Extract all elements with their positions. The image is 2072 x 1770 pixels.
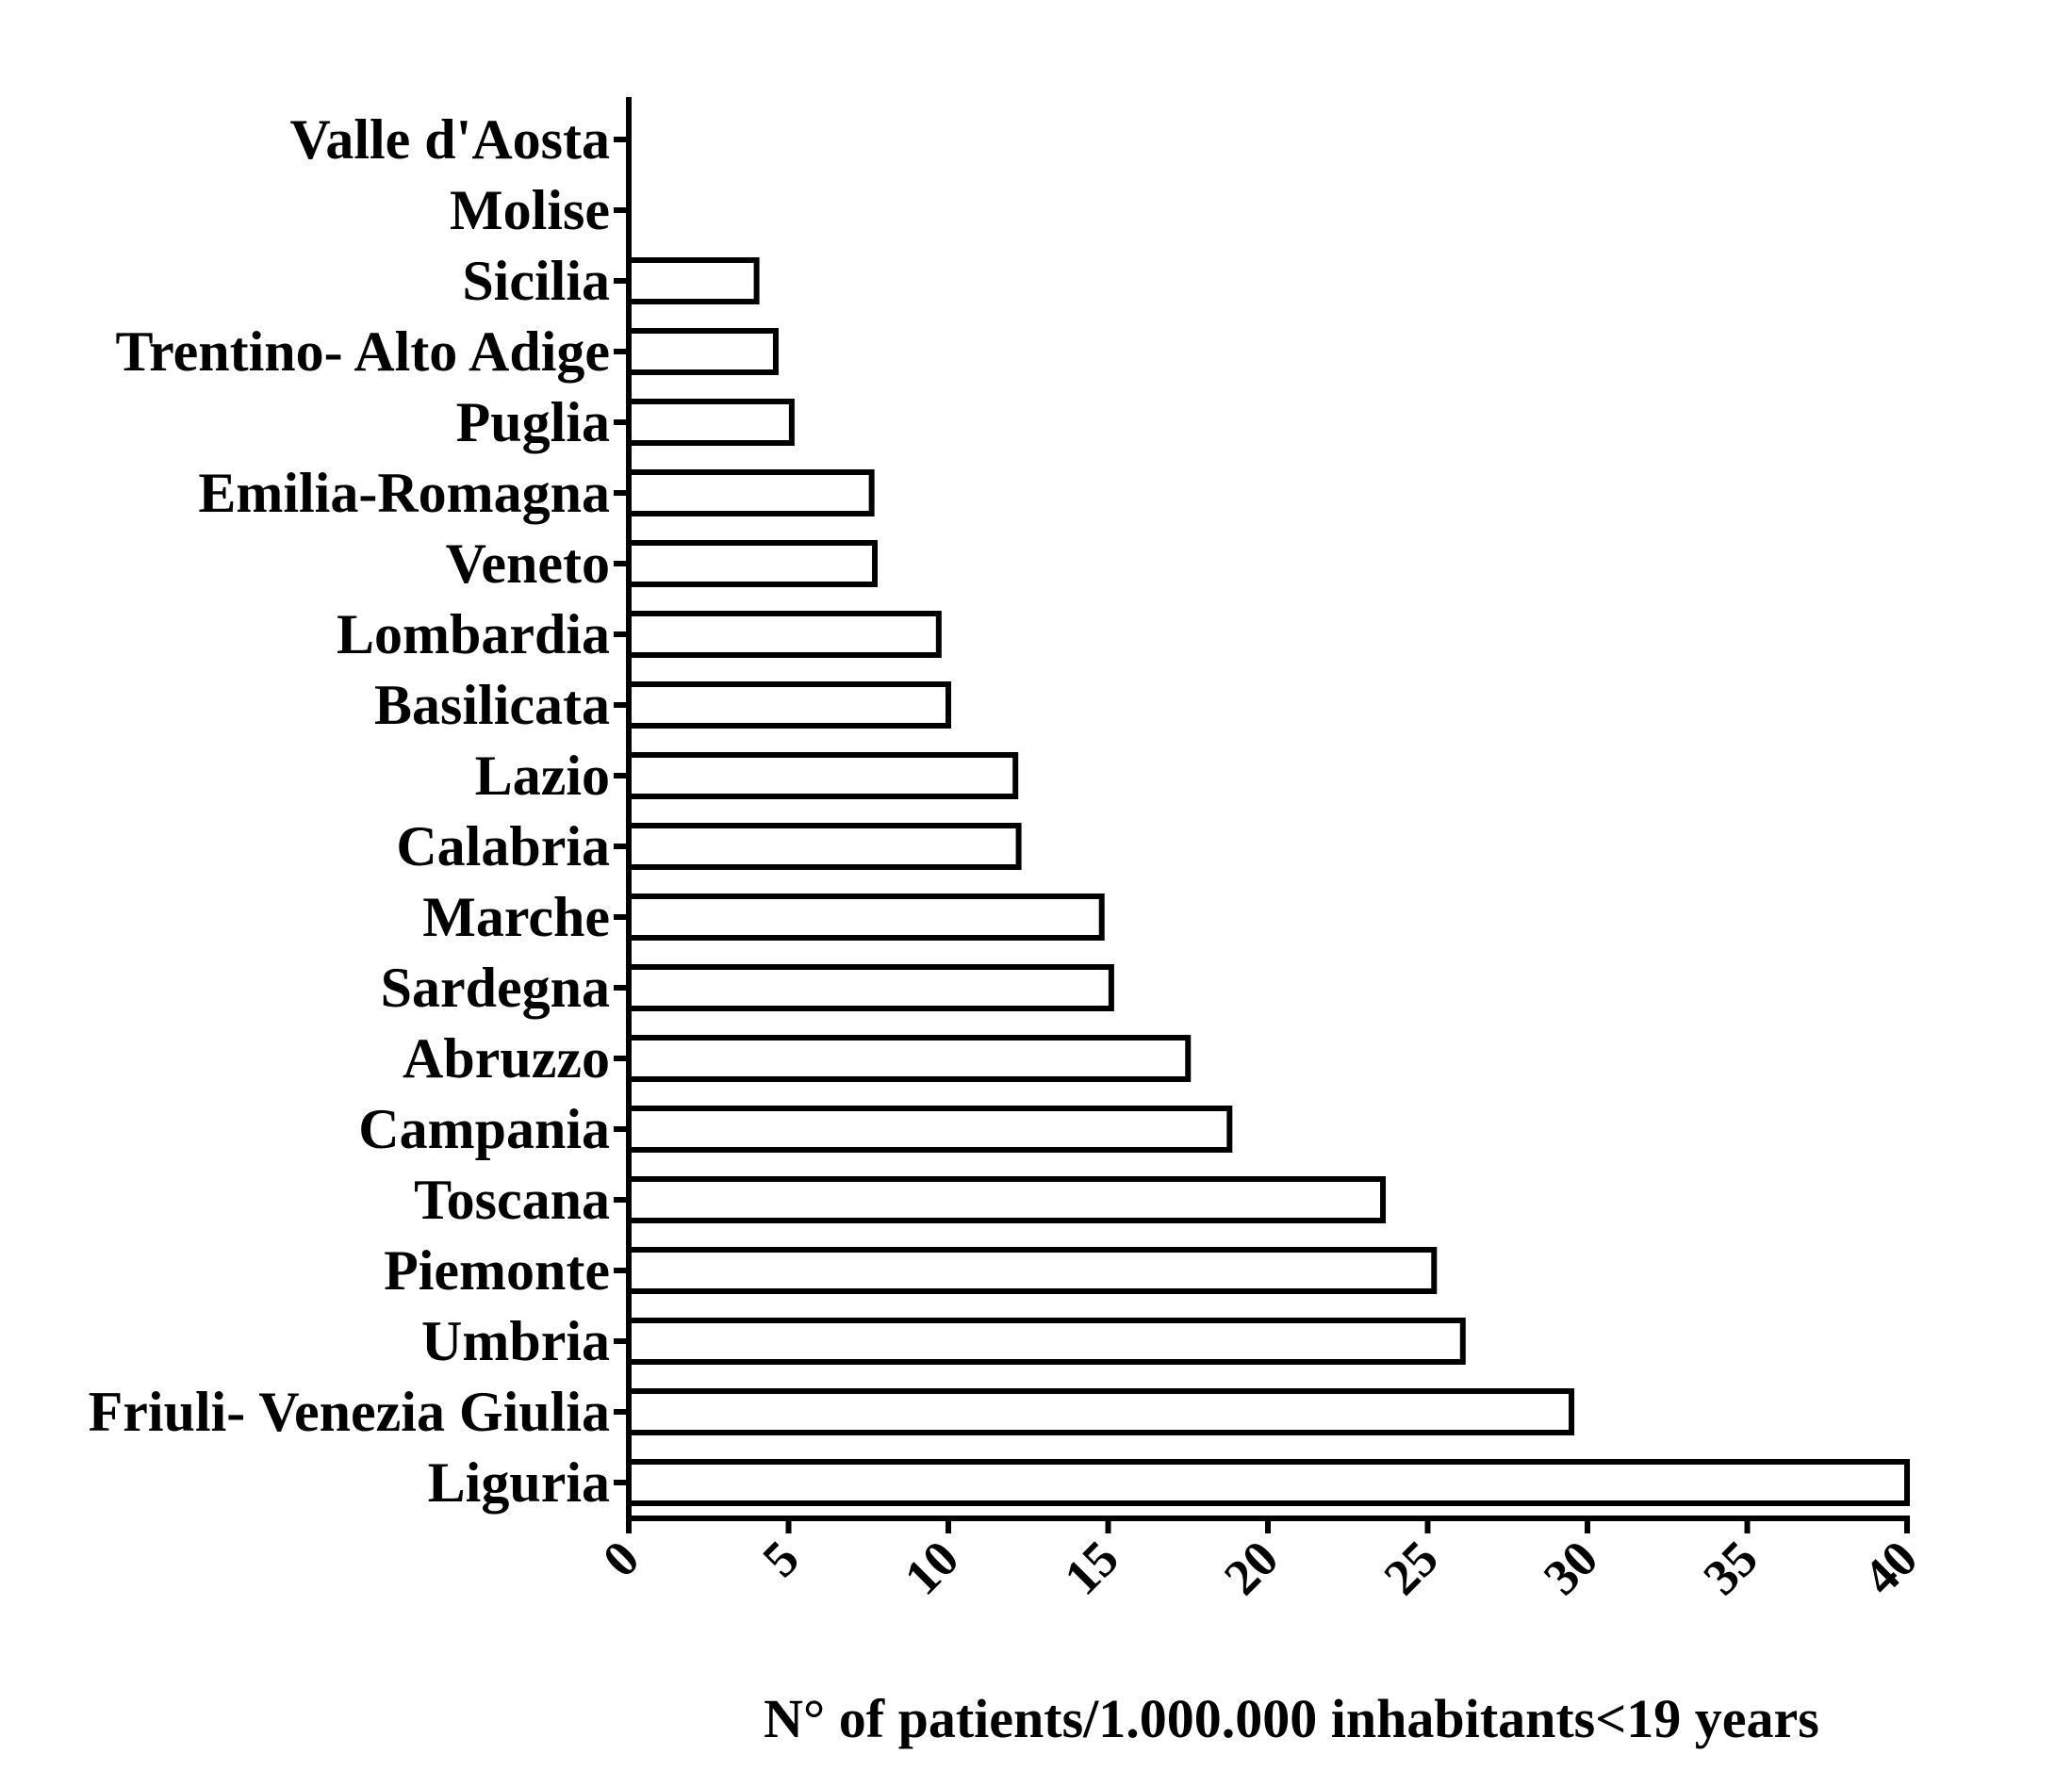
category-label: Friuli- Venezia Giulia bbox=[89, 1381, 610, 1443]
category-label: Sardegna bbox=[381, 957, 610, 1019]
bar bbox=[626, 823, 1022, 870]
category-label: Toscana bbox=[414, 1169, 610, 1231]
bar bbox=[626, 752, 1019, 799]
category-label: Piemonte bbox=[384, 1239, 610, 1302]
bar bbox=[626, 1106, 1233, 1153]
category-label: Molise bbox=[450, 179, 610, 241]
category-label: Veneto bbox=[446, 533, 610, 595]
category-label: Sicilia bbox=[462, 250, 610, 312]
x-tick-label: 0 bbox=[592, 1530, 650, 1588]
bar bbox=[626, 1388, 1575, 1435]
bar bbox=[626, 964, 1114, 1011]
x-axis: 0 5 10 15 20 25 30 35 40 bbox=[592, 1516, 1929, 1606]
bar bbox=[626, 1318, 1466, 1365]
y-axis: Valle d'Aosta Molise Sicilia Trentino- Alto… bbox=[89, 97, 632, 1521]
bar bbox=[626, 1247, 1438, 1294]
x-axis-title: N° of patients/1.000.000 inhabitants<19 … bbox=[764, 1688, 1819, 1749]
category-label: Trentino- Alto Adige bbox=[116, 320, 610, 383]
x-tick-label: 35 bbox=[1692, 1530, 1768, 1606]
bar bbox=[626, 1035, 1192, 1082]
bar bbox=[626, 540, 879, 587]
category-label: Valle d'Aosta bbox=[290, 108, 611, 171]
category-label: Umbria bbox=[421, 1310, 610, 1372]
bar bbox=[626, 399, 795, 446]
x-tick-label: 15 bbox=[1053, 1530, 1129, 1606]
category-label: Lombardia bbox=[337, 603, 610, 665]
bar bbox=[626, 257, 760, 304]
bar bbox=[626, 469, 875, 516]
x-tick-label: 25 bbox=[1373, 1530, 1449, 1606]
bars-group bbox=[626, 257, 1910, 1506]
category-label: Liguria bbox=[428, 1451, 610, 1514]
bar bbox=[626, 1459, 1910, 1506]
x-tick-label: 30 bbox=[1533, 1530, 1609, 1606]
category-label: Campania bbox=[358, 1098, 610, 1160]
bar bbox=[626, 1176, 1387, 1223]
category-label: Lazio bbox=[475, 745, 610, 807]
bar bbox=[626, 611, 942, 658]
x-tick-label: 20 bbox=[1213, 1530, 1290, 1606]
x-tick-label: 10 bbox=[894, 1530, 970, 1606]
bar bbox=[626, 893, 1105, 941]
x-tick-label: 5 bbox=[751, 1530, 810, 1588]
category-label: Emilia-Romagna bbox=[198, 462, 610, 524]
category-label: Abruzzo bbox=[403, 1027, 610, 1090]
bar bbox=[626, 681, 951, 729]
category-label: Basilicata bbox=[374, 674, 610, 736]
bar bbox=[626, 328, 779, 375]
category-label: Puglia bbox=[456, 391, 610, 453]
x-tick-label: 40 bbox=[1852, 1530, 1929, 1606]
category-label: Calabria bbox=[396, 815, 610, 877]
category-label: Marche bbox=[422, 886, 610, 948]
